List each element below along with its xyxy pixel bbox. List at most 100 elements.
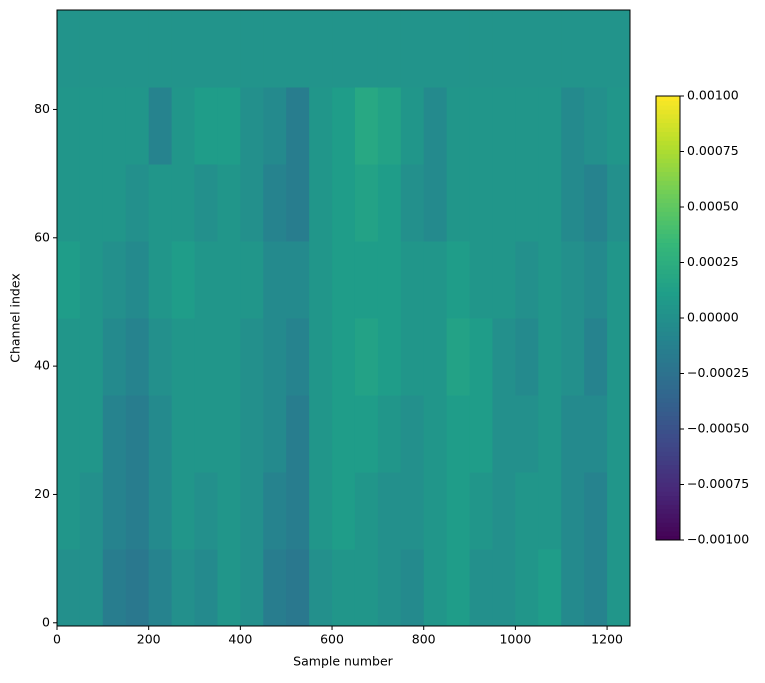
heatmap-cell [469,164,493,242]
heatmap-cell [492,87,516,165]
heatmap-cell [263,87,287,165]
colorbar-segment [656,144,680,150]
heatmap-cell [400,549,425,627]
heatmap-cell [377,10,402,88]
heatmap-cell [423,241,448,319]
heatmap-cell [515,318,539,396]
heatmap-cell [469,395,493,473]
heatmap-cell [57,87,81,165]
heatmap-cell [538,472,562,550]
heatmap-cell [217,87,241,165]
heatmap-cell [240,10,264,88]
heatmap-cell [79,472,104,550]
heatmap-cell [584,472,608,550]
heatmap-cell [607,10,631,88]
heatmap-cell [423,10,448,88]
heatmap-cell [469,549,493,627]
colorbar-segment [656,109,680,115]
heatmap-cell [148,10,173,88]
heatmap-cell [584,87,608,165]
colorbar-segment [656,393,680,399]
colorbar-segment [656,246,680,252]
heatmap-cell [400,395,425,473]
colorbar-segment [656,260,680,266]
heatmap-cell [607,472,631,550]
heatmap-cell [240,164,264,242]
heatmap-cell [492,549,516,627]
heatmap-cell [171,472,196,550]
heatmap-cell [446,472,471,550]
heatmap-cell [57,164,81,242]
heatmap-cell [492,241,516,319]
heatmap-cell [240,395,264,473]
heatmap-cell [377,87,402,165]
x-axis-label: Sample number [293,654,393,669]
heatmap-cell [171,318,196,396]
heatmap-cell [217,10,241,88]
colorbar-segment [656,255,680,261]
heatmap-cell [217,472,241,550]
colorbar-segment [656,486,680,492]
heatmap-cell [240,87,264,165]
heatmap-cell [377,318,402,396]
heatmap-cell [354,318,379,396]
colorbar-segment [656,309,680,315]
x-tick-label: 600 [320,632,344,647]
heatmap-cell [400,241,425,319]
heatmap-cell [607,241,631,319]
colorbar-tick-label: −0.00050 [687,421,749,436]
heatmap-cell [102,318,127,396]
colorbar-segment [656,251,680,257]
heatmap-cell [79,87,104,165]
heatmap-cell [354,472,379,550]
heatmap-cell [102,395,127,473]
heatmap-cell [240,241,264,319]
heatmap-cell [79,241,104,319]
heatmap-cell [309,241,333,319]
x-tick-label: 1200 [591,632,623,647]
heatmap-cell [309,318,333,396]
colorbar-segment [656,340,680,346]
colorbar-segment [656,491,680,497]
heatmap-cell [469,472,493,550]
colorbar-segment [656,451,680,457]
colorbar-segment [656,357,680,363]
colorbar-segment [656,269,680,275]
heatmap-cell [171,549,196,627]
heatmap-cell [286,241,310,319]
heatmap-cell [263,164,287,242]
heatmap-cell [332,241,356,319]
y-tick-label: 0 [42,614,50,629]
colorbar-segment [656,158,680,164]
colorbar-segment [656,127,680,133]
heatmap-cell [469,10,493,88]
heatmap-cell [286,87,310,165]
colorbar-segment [656,167,680,172]
colorbar-segment [656,362,680,368]
heatmap-cell [584,318,608,396]
heatmap-cell [194,549,218,627]
heatmap-cell [469,87,493,165]
heatmap-cell [57,395,81,473]
heatmap-cell [561,549,585,627]
heatmap-cell [377,395,402,473]
colorbar-segment [656,335,680,341]
heatmap-cell [561,395,585,473]
colorbar-segment [656,171,680,177]
heatmap-cell [515,472,539,550]
heatmap-cell [377,549,402,627]
heatmap-cell [584,549,608,627]
heatmap-cell [423,549,448,627]
colorbar-segment [656,406,680,412]
heatmap-cell [561,318,585,396]
heatmap-cell [263,472,287,550]
heatmap-cell [240,549,264,627]
heatmap-cell [492,10,516,88]
heatmap-cell [240,318,264,396]
heatmap-cell [607,549,631,627]
heatmap-cell [148,241,173,319]
heatmap-cell [561,241,585,319]
colorbar-segment [656,224,680,230]
colorbar-segment [656,175,680,181]
